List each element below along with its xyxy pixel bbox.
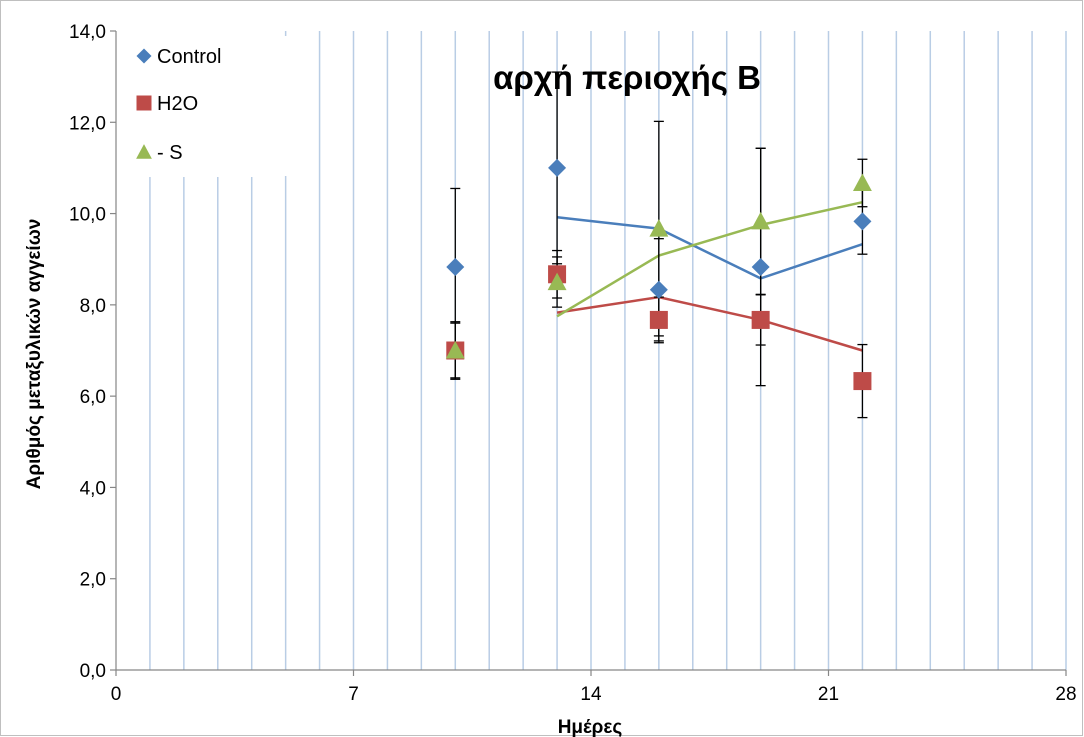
x-tick-label: 21 [818,684,839,705]
legend: Control H2O - S [136,46,221,164]
tick-labels: 0,0 2,0 4,0 6,0 8,0 10,0 12,0 14,0 0 7 14 21 28 [69,22,1077,705]
x-axis-title: Ημέρες [558,717,623,737]
data-point [446,257,465,276]
data-point [649,310,668,329]
y-tick-label: 4,0 [80,478,106,499]
y-tick-label: 8,0 [80,296,106,317]
chart-title: αρχή περιοχής Β [493,59,761,96]
x-tick-label: 7 [348,684,359,705]
data-point [853,372,872,391]
trend-line [556,200,863,318]
y-tick-label: 12,0 [69,113,106,134]
legend-label: Control [157,46,221,68]
y-tick-label: 2,0 [80,570,106,591]
x-tick-label: 0 [111,684,122,705]
trend-line [556,215,863,280]
legend-label: - S [157,142,183,164]
data-point [852,173,872,192]
data-point [751,257,770,276]
y-tick-label: 0,0 [80,661,106,682]
data-point [547,272,567,291]
data-point [649,219,669,237]
y-tick-label: 14,0 [69,22,106,43]
y-tick-label: 10,0 [69,205,106,226]
data-point [853,212,872,231]
data-point [649,280,668,299]
legend-marker [136,48,152,64]
data-point [445,341,465,359]
legend-marker [136,95,152,111]
axes [110,30,1067,676]
x-tick-label: 14 [580,684,602,705]
data-point [751,310,770,329]
y-axis-title: Αριθμός μεταξυλικών αγγείων [24,219,45,490]
trend-lines [556,200,863,352]
data-markers [445,158,872,391]
legend-marker [136,144,152,159]
y-tick-label: 6,0 [80,387,106,408]
trend-line [556,295,863,352]
data-point [548,158,567,177]
legend-label: H2O [157,93,198,115]
x-tick-label: 28 [1055,684,1076,705]
data-point [751,211,771,230]
